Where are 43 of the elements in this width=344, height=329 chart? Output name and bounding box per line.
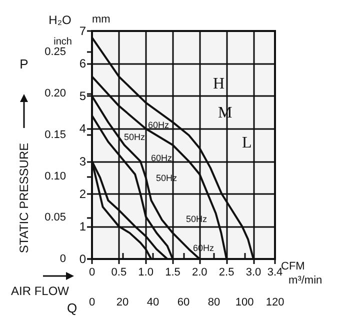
text: STATIC PRESSURE (17, 142, 31, 254)
y-tick-label: 5 (79, 89, 86, 104)
x2-tick-label: 0 (88, 296, 96, 308)
y-tick-label: 4 (79, 122, 86, 136)
y2-tick-label: 0 (60, 253, 66, 265)
y2-tick-label: 0.05 (44, 212, 66, 224)
y2-axis-title: inch (54, 36, 72, 48)
y-axis-title: mm (92, 14, 110, 26)
y2-tick-label: 0.10 (44, 170, 66, 182)
y-tick-label: 7 (79, 24, 86, 38)
y-tick-label: 3 (79, 154, 86, 168)
x2-tick-label: 40 (146, 296, 160, 308)
x-axis-title: m³/min (288, 274, 322, 286)
x2-tick-label: 60 (177, 296, 190, 308)
y2-tick-label: 0.15 (44, 128, 66, 141)
x2-axis-title: CFM (281, 260, 305, 272)
x-tick-label: 2.5 (218, 266, 234, 278)
x-tick-label: 0 (88, 266, 96, 278)
x-tick-label: 1.0 (138, 266, 154, 278)
y-tick-label: 0 (79, 252, 86, 266)
x-tick-label: 0.5 (111, 266, 127, 278)
annotation: 60Hz (148, 120, 170, 130)
x2-tick-label: 20 (116, 296, 129, 308)
annotation: 50Hz (124, 132, 146, 142)
text: H₂O (48, 13, 72, 27)
y-tick-label: 1 (79, 219, 86, 234)
text: AIR FLOW (10, 284, 70, 298)
x2-tick-label: 120 (266, 296, 284, 308)
y-tick-label: 2 (79, 186, 86, 201)
y-tick-label: 6 (79, 56, 86, 71)
text: Q (66, 300, 78, 316)
x-tick-label: 3.0 (246, 266, 262, 278)
x-tick-label: 1.5 (165, 266, 180, 278)
annotation: 60Hz (151, 153, 173, 163)
x-tick-label: 3.4 (267, 266, 283, 278)
x-tick-label: 2.0 (192, 266, 208, 278)
annotation: H (213, 76, 225, 92)
annotation: L (242, 134, 252, 152)
y2-tick-label: 0.25 (44, 46, 66, 58)
x2-tick-label: 100 (235, 296, 254, 308)
x2-tick-label: 80 (208, 296, 220, 308)
text: P (20, 56, 28, 72)
y2-tick-label: 0.20 (44, 88, 66, 100)
